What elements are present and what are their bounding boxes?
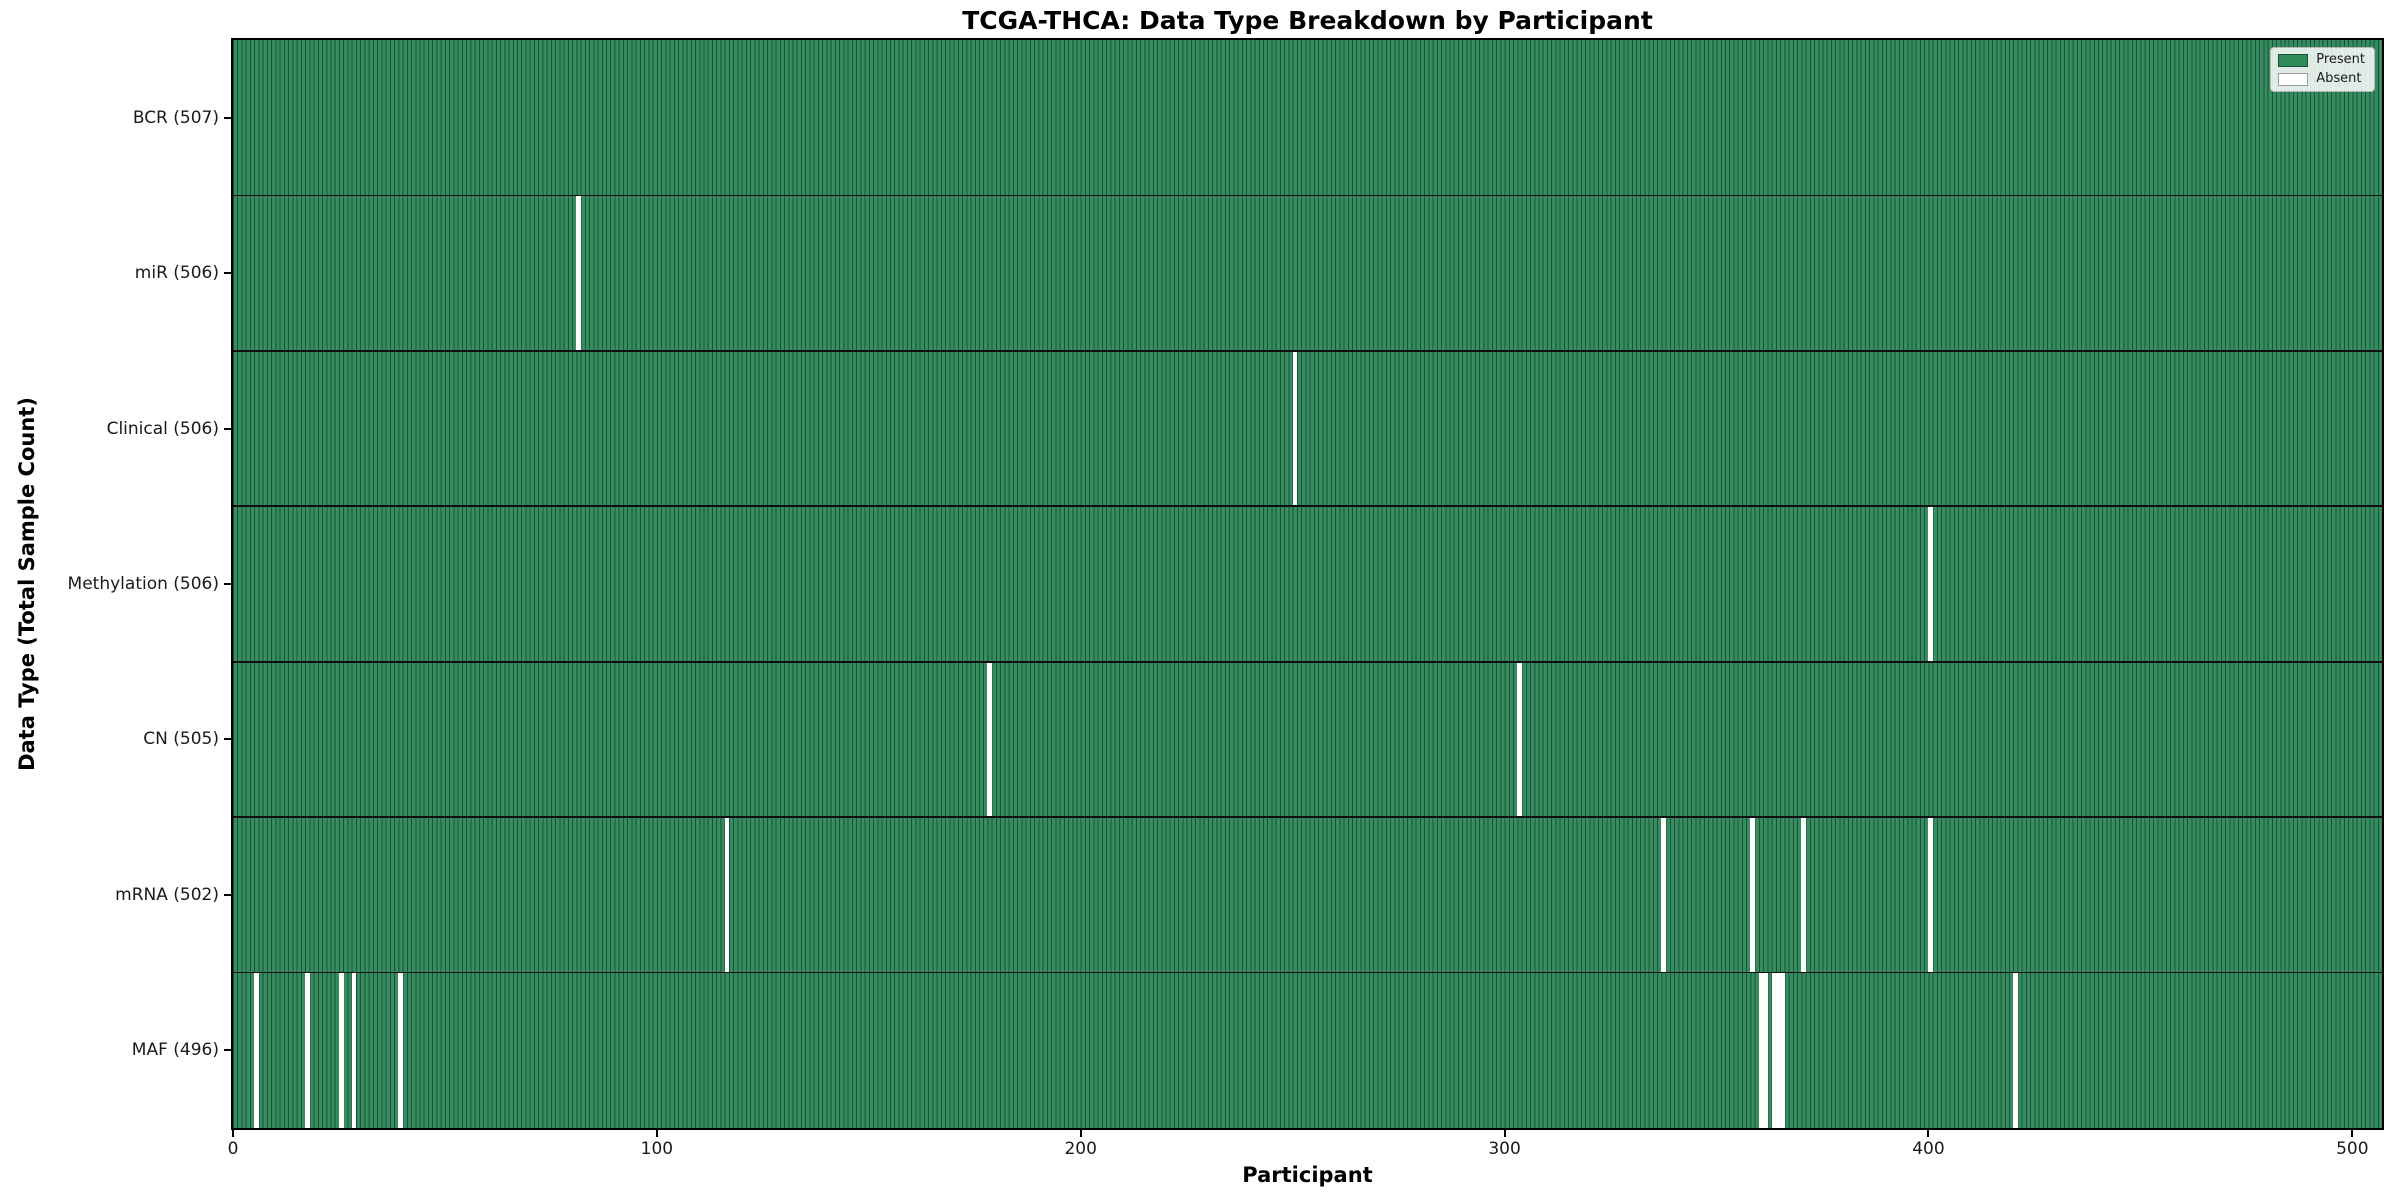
- absent-bar-maf-28: [351, 972, 357, 1128]
- legend-item-present: Present: [2278, 53, 2365, 67]
- y-tick-label-maf: MAF (496): [131, 1040, 219, 1061]
- row-separator: [233, 660, 2382, 663]
- y-tick-mark: [224, 272, 233, 275]
- absent-bar-maf-364: [1775, 972, 1781, 1128]
- chart-title: TCGA-THCA: Data Type Breakdown by Partic…: [962, 6, 1653, 35]
- row-separator: [233, 505, 2382, 508]
- x-tick-mark: [232, 1128, 234, 1137]
- legend-swatch-absent: [2278, 72, 2309, 86]
- y-tick-mark: [224, 738, 233, 741]
- row-maf: [233, 972, 2382, 1128]
- x-axis-label: Participant: [1242, 1163, 1373, 1187]
- x-tick-label-400: 400: [1912, 1139, 1945, 1159]
- row-separator: [233, 971, 2382, 974]
- legend-label: Present: [2316, 52, 2365, 67]
- absent-bar-methylation-400: [1928, 506, 1934, 662]
- row-cn: [233, 661, 2382, 818]
- legend-item-absent: Absent: [2278, 72, 2365, 86]
- y-tick-mark: [224, 1049, 233, 1052]
- y-tick-label-clinical: Clinical (506): [106, 418, 219, 439]
- row-separator: [233, 816, 2382, 818]
- absent-bar-maf-5: [254, 972, 259, 1128]
- x-tick-mark: [1503, 1128, 1506, 1137]
- absent-bar-cn-178: [987, 661, 993, 818]
- row-clinical: [233, 350, 2382, 507]
- y-tick-label-mrna: mRNA (502): [115, 884, 219, 905]
- row-mrna: [233, 817, 2382, 973]
- absent-bar-maf-363: [1771, 972, 1777, 1128]
- y-tick-mark: [224, 893, 233, 896]
- absent-bar-mrna-337: [1661, 817, 1667, 973]
- absent-bar-maf-420: [2013, 972, 2018, 1128]
- y-tick-mark: [224, 427, 233, 430]
- y-tick-label-bcr: BCR (507): [132, 107, 219, 128]
- absent-bar-maf-365: [1780, 972, 1785, 1128]
- absent-bar-maf-360: [1758, 972, 1764, 1128]
- absent-bar-maf-17: [305, 972, 310, 1128]
- legend-swatch-present: [2278, 53, 2309, 67]
- absent-bar-clinical-250: [1292, 350, 1298, 507]
- row-bcr: [233, 40, 2382, 196]
- y-tick-mark: [224, 583, 233, 585]
- legend-label: Absent: [2316, 71, 2362, 86]
- absent-bar-mrna-358: [1750, 817, 1756, 973]
- y-tick-label-methylation: Methylation (506): [67, 574, 219, 594]
- absent-bar-mrna-116: [724, 817, 730, 973]
- absent-bar-mrna-400: [1928, 817, 1934, 973]
- x-tick-label-200: 200: [1064, 1139, 1097, 1159]
- x-tick-label-300: 300: [1488, 1139, 1521, 1159]
- x-tick-mark: [655, 1128, 658, 1137]
- row-separator: [233, 350, 2382, 352]
- plot-area: Present Absent: [231, 38, 2384, 1130]
- row-methylation: [233, 506, 2382, 662]
- absent-bar-maf-25: [338, 972, 344, 1128]
- x-tick-mark: [1927, 1128, 1930, 1137]
- x-tick-label-100: 100: [640, 1139, 674, 1159]
- x-tick-label-0: 0: [227, 1139, 239, 1159]
- absent-bar-cn-303: [1517, 661, 1522, 818]
- y-tick-label-mir: miR (506): [134, 263, 219, 284]
- absent-bar-maf-39: [398, 972, 403, 1128]
- absent-bar-mrna-370: [1801, 817, 1806, 973]
- y-tick-label-cn: CN (505): [143, 729, 219, 750]
- row-separator: [233, 194, 2382, 197]
- x-tick-label-500: 500: [2336, 1139, 2369, 1159]
- absent-bar-mir-81: [576, 195, 581, 351]
- y-tick-mark: [224, 116, 233, 119]
- x-tick-mark: [1079, 1128, 1082, 1137]
- legend: Present Absent: [2270, 47, 2375, 92]
- row-mir: [233, 195, 2382, 351]
- x-tick-mark: [2351, 1128, 2354, 1137]
- absent-bar-maf-361: [1763, 972, 1768, 1128]
